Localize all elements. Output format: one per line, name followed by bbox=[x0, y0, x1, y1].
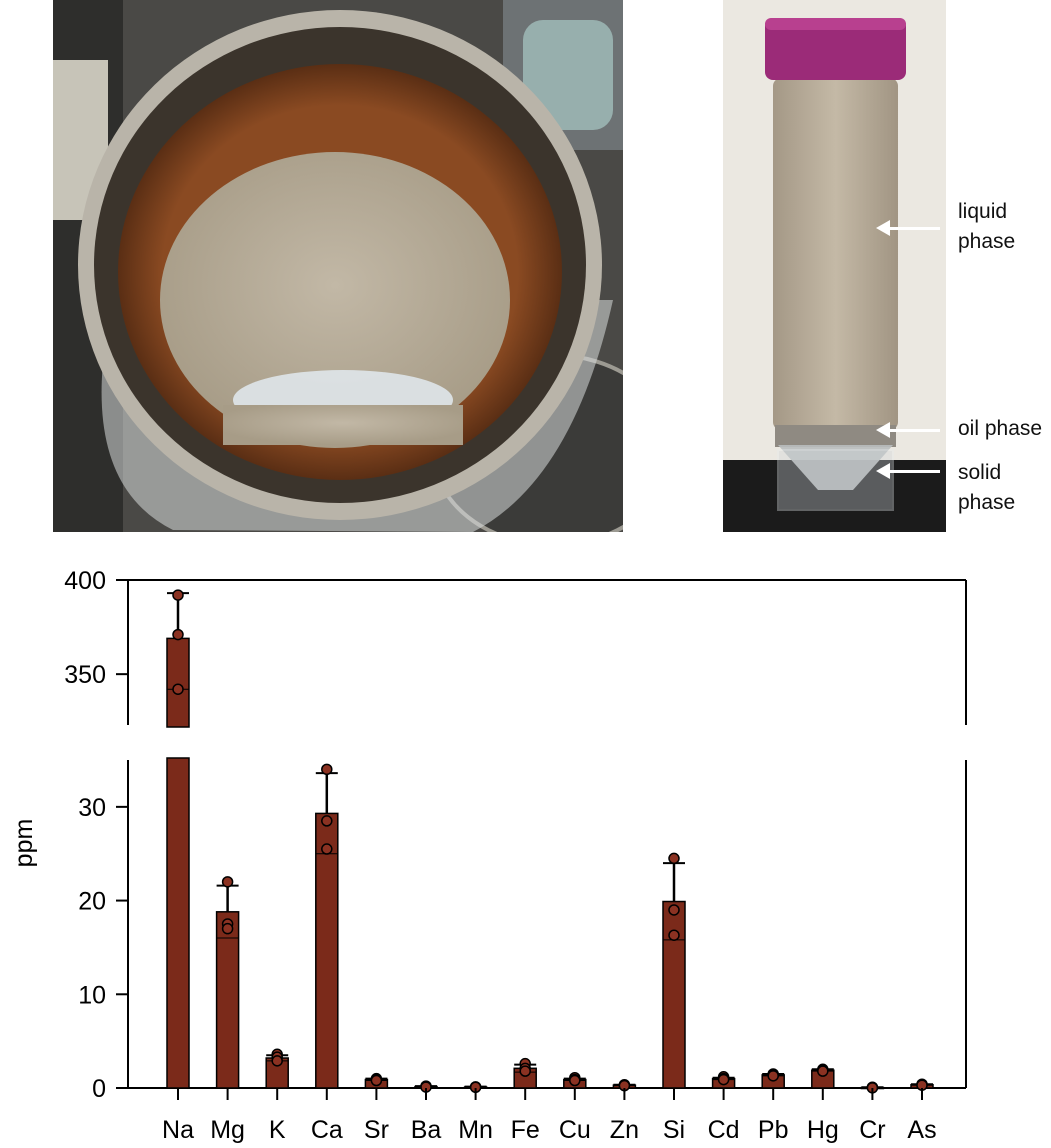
photo-centrifuge-tube bbox=[723, 0, 946, 532]
point-cu-3 bbox=[569, 1074, 581, 1087]
bar-na-lower bbox=[166, 757, 190, 1089]
y-tick-label: 350 bbox=[64, 661, 106, 689]
x-tick-label-zn: Zn bbox=[610, 1116, 639, 1144]
x-tick-label-na: Na bbox=[162, 1116, 194, 1144]
x-tick-label-si: Si bbox=[663, 1116, 685, 1144]
point-pb-3 bbox=[767, 1070, 779, 1082]
error-bars-group bbox=[167, 592, 933, 1089]
point-k-3 bbox=[271, 1055, 283, 1067]
liquid-phase-arrow bbox=[876, 220, 940, 236]
y-axis-label: ppm bbox=[10, 819, 38, 868]
point-ca-2 bbox=[321, 815, 333, 827]
x-tick-label-k: K bbox=[269, 1116, 286, 1144]
y-tick-label: 30 bbox=[78, 794, 106, 822]
point-mg-1 bbox=[221, 876, 234, 888]
bar-na-upper bbox=[166, 637, 190, 728]
point-sr-3 bbox=[370, 1074, 383, 1087]
y-tick-label: 0 bbox=[92, 1075, 106, 1103]
point-mg-3 bbox=[221, 922, 234, 935]
point-ca-1 bbox=[321, 763, 333, 776]
point-cd-3 bbox=[717, 1073, 730, 1086]
x-tick-labels: Na Mg K Ca Sr Ba Mn Fe Cu Zn Si Cd Pb Hg Cr As bbox=[162, 1088, 937, 1144]
point-si-2 bbox=[668, 904, 680, 916]
point-na-2 bbox=[172, 628, 184, 641]
point-ca-3 bbox=[321, 843, 333, 855]
element-concentration-chart: 350 400 0 10 20 30 Na Mg K Ca Sr Ba Mn Fe Cu Zn Si Cd Pb… bbox=[10, 567, 967, 1144]
x-tick-label-cu: Cu bbox=[559, 1116, 591, 1144]
points-group bbox=[172, 589, 928, 1094]
x-tick-label-cd: Cd bbox=[708, 1116, 740, 1144]
oil-phase-arrow bbox=[876, 422, 940, 438]
upper-axis-panel: 350 400 bbox=[64, 567, 967, 725]
liquid-phase-label: liquid phase bbox=[958, 200, 1016, 253]
x-tick-label-mg: Mg bbox=[210, 1116, 245, 1144]
bars-group bbox=[166, 637, 934, 1090]
point-si-3 bbox=[668, 929, 680, 941]
x-tick-label-sr: Sr bbox=[364, 1116, 389, 1144]
x-tick-label-pb: Pb bbox=[758, 1116, 789, 1144]
point-na-3 bbox=[172, 683, 184, 695]
point-si-1 bbox=[668, 852, 680, 865]
point-fe-3 bbox=[519, 1065, 531, 1077]
solid-phase-arrow bbox=[876, 463, 940, 479]
x-tick-label-mn: Mn bbox=[458, 1116, 493, 1144]
x-tick-label-ca: Ca bbox=[311, 1116, 343, 1144]
x-tick-label-ba: Ba bbox=[411, 1116, 442, 1144]
point-hg-3 bbox=[817, 1065, 829, 1077]
x-tick-label-hg: Hg bbox=[807, 1116, 839, 1144]
lower-axis-panel: 0 10 20 30 bbox=[78, 760, 967, 1103]
y-tick-label: 20 bbox=[78, 888, 106, 916]
x-tick-label-as: As bbox=[907, 1116, 936, 1144]
x-tick-label-fe: Fe bbox=[511, 1116, 540, 1144]
solid-phase-label: solid phase bbox=[958, 461, 1016, 514]
x-tick-label-cr: Cr bbox=[859, 1116, 885, 1144]
oil-phase-label: oil phase bbox=[958, 417, 1043, 440]
bar-si bbox=[662, 900, 686, 1089]
y-tick-label: 400 bbox=[64, 567, 106, 595]
point-na-1 bbox=[172, 589, 184, 601]
y-tick-label: 10 bbox=[78, 981, 106, 1009]
photo-steel-pot bbox=[53, 0, 623, 532]
